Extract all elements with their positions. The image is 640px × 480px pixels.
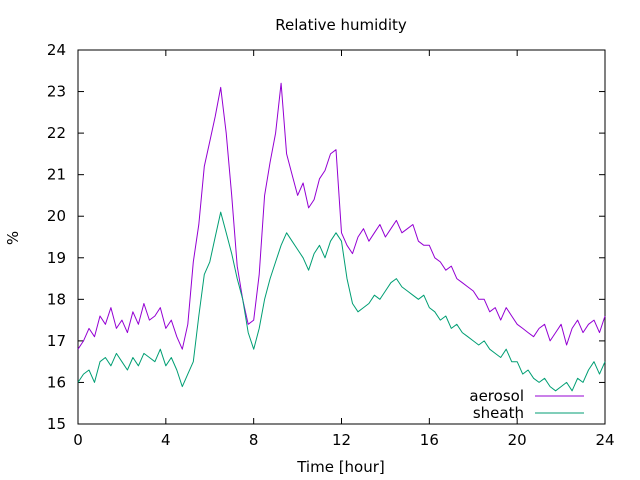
x-tick-label: 8: [249, 431, 259, 449]
series-group: [77, 82, 606, 392]
y-tick-label: 16: [47, 373, 66, 391]
legend-label-sheath: sheath: [473, 404, 524, 422]
y-tick-label: 23: [47, 83, 66, 101]
series-line-sheath: [77, 211, 606, 392]
x-tick-label: 4: [161, 431, 171, 449]
x-axis-label: Time [hour]: [296, 458, 385, 476]
y-tick-label: 18: [47, 290, 66, 308]
y-tick-label: 15: [47, 415, 66, 433]
chart-title: Relative humidity: [275, 16, 407, 34]
y-axis-label: %: [4, 231, 22, 245]
x-tick-label: 16: [420, 431, 439, 449]
y-tick-label: 17: [47, 332, 66, 350]
legend-label-aerosol: aerosol: [469, 387, 524, 405]
x-tick-label: 20: [508, 431, 527, 449]
y-tick-label: 22: [47, 124, 66, 142]
x-tick-label: 0: [73, 431, 83, 449]
plot-frame: [77, 49, 606, 425]
y-tick-label: 19: [47, 249, 66, 267]
axis-ticks: 0 4 8 12 16 20 24 15 16 17 18 19 20 21 22 23 24: [47, 41, 615, 449]
y-tick-label: 21: [47, 166, 66, 184]
x-tick-label: 12: [332, 431, 351, 449]
y-tick-label: 24: [47, 41, 66, 59]
x-tick-label: 24: [595, 431, 614, 449]
y-tick-label: 20: [47, 207, 66, 225]
series-line-aerosol: [77, 82, 606, 350]
